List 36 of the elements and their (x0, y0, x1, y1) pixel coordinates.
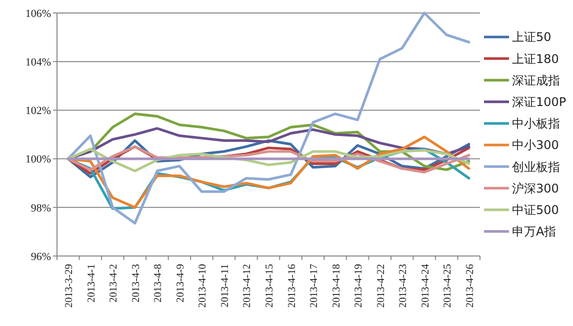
x-tick-label: 2013-4-23 (398, 264, 410, 308)
x-tick-label: 2013-4-17 (309, 264, 320, 308)
x-tick-label: 2013-4-3 (130, 264, 142, 302)
x-tick-label: 2013-4-11 (220, 264, 231, 308)
legend-label: 深证成指 (512, 73, 560, 88)
y-tick-label: 96% (30, 250, 51, 263)
x-tick-label: 2013-4-8 (153, 264, 164, 302)
x-tick-label: 2013-4-19 (354, 264, 365, 308)
legend-label: 深证100P (512, 95, 566, 109)
y-tick-label: 102% (25, 105, 51, 118)
legend-label: 上证50 (512, 30, 552, 44)
y-tick-label: 100% (25, 154, 51, 166)
x-tick-label: 2013-4-26 (464, 264, 476, 308)
x-tick-label: 2013-4-22 (376, 264, 387, 308)
y-tick-label: 98% (30, 202, 51, 214)
legend-label: 中小板指 (512, 116, 560, 131)
legend-label: 中小300 (512, 138, 559, 152)
legend-label: 上证180 (512, 52, 559, 66)
line-series (66, 12, 470, 224)
x-tick-label: 2013-4-12 (242, 264, 254, 308)
y-tick-label: 106% (25, 8, 51, 20)
x-tick-label: 2013-4-1 (86, 264, 98, 302)
x-tick-label: 2013-4-9 (175, 264, 186, 302)
x-tick-label: 2013-4-15 (264, 264, 276, 308)
legend-label: 中证500 (512, 203, 559, 217)
legend-label: 创业板指 (512, 160, 560, 174)
x-tick-label: 2013-3-29 (64, 264, 76, 308)
x-tick-label: 2013-4-10 (198, 264, 209, 308)
x-tick-label: 2013-4-16 (286, 264, 298, 308)
legend-label: 沪深300 (512, 181, 559, 196)
x-tick-label: 2013-4-25 (442, 264, 454, 308)
y-tick-label: 104% (25, 56, 51, 68)
x-tick-label: 2013-4-18 (331, 264, 342, 308)
x-tick-label: 2013-4-2 (108, 264, 120, 302)
x-tick-label: 2013-4-24 (420, 263, 432, 308)
legend-label: 申万A指 (512, 224, 556, 239)
